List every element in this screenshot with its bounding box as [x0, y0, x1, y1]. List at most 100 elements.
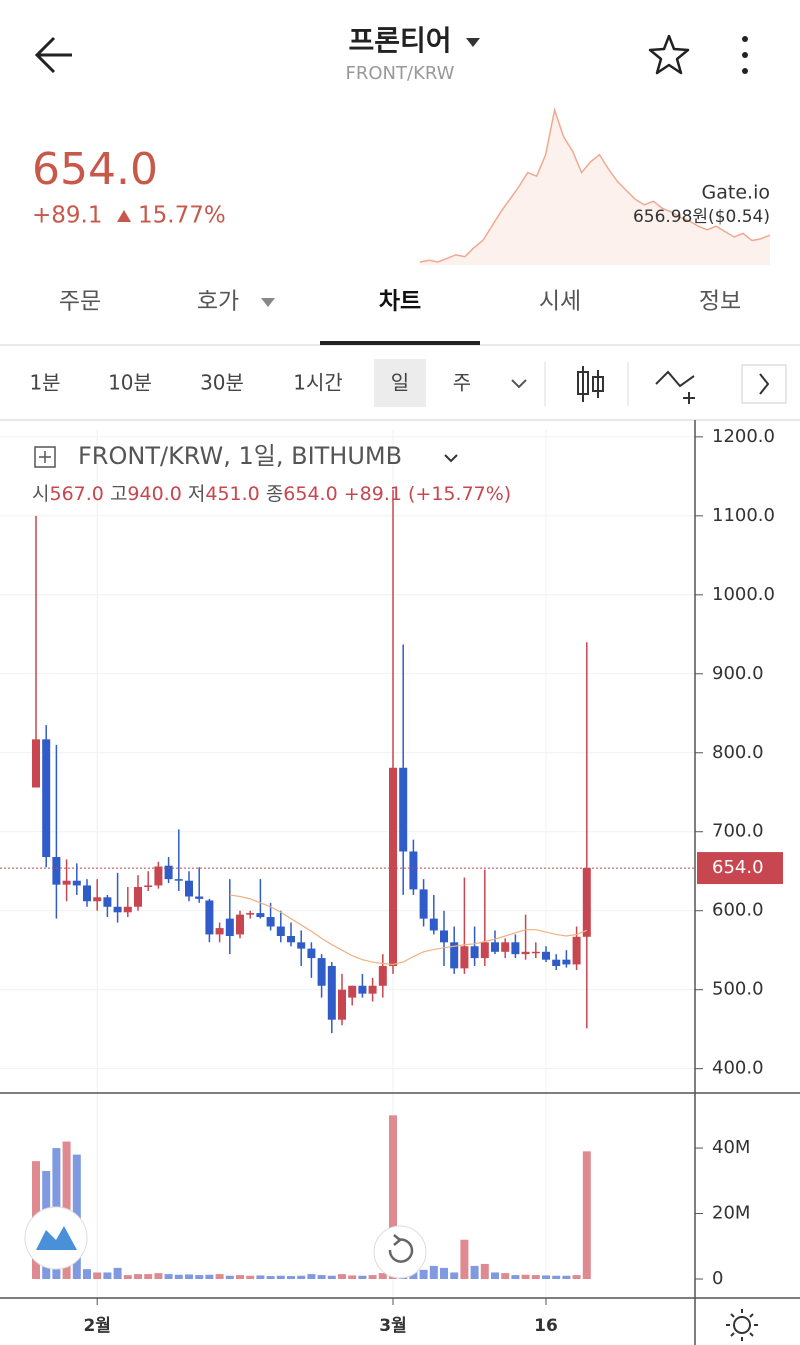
last-price-label: 654.0 — [712, 857, 764, 878]
interval[interactable]: 1분 — [29, 371, 60, 395]
candle-body — [348, 985, 357, 998]
indicator-button[interactable] — [655, 370, 695, 404]
interval[interactable]: 1시간 — [293, 371, 343, 395]
candle-body — [552, 959, 561, 967]
volume-bar — [256, 1275, 265, 1280]
y2-tick-label: 40M — [712, 1137, 750, 1158]
candle-body — [266, 917, 275, 927]
scroll-right[interactable] — [741, 364, 787, 404]
candle-body — [195, 896, 204, 899]
interval[interactable]: 일 — [391, 371, 409, 395]
candle-body — [470, 946, 479, 959]
tab[interactable]: 주문 — [59, 289, 101, 315]
y-tick-label: 600.0 — [712, 900, 764, 921]
volume-bar — [552, 1275, 561, 1280]
candle-body — [327, 966, 336, 1020]
candle-body — [144, 885, 153, 888]
tab[interactable]: 시세 — [539, 289, 581, 315]
y2-tick-label: 0 — [712, 1268, 723, 1289]
volume-bar — [185, 1274, 193, 1280]
interval[interactable]: 주 — [453, 371, 471, 395]
low-value: 451.0 — [205, 483, 259, 505]
chart-title-dropdown[interactable] — [444, 454, 458, 463]
candle-body — [225, 918, 234, 936]
low-label: 저 — [188, 483, 205, 505]
settings-button[interactable] — [726, 1309, 758, 1341]
tab[interactable]: 호가 — [197, 289, 239, 315]
y-tick-label: 1200.0 — [712, 426, 775, 447]
candle-body — [460, 946, 469, 969]
candle-body — [307, 948, 316, 959]
candle-body — [450, 942, 459, 969]
chart-type-button[interactable] — [577, 366, 604, 402]
volume-bar — [562, 1275, 571, 1280]
logo-button[interactable] — [24, 1206, 88, 1270]
volume-bar — [348, 1275, 357, 1280]
candle-body — [123, 906, 132, 913]
tab[interactable]: 정보 — [699, 289, 741, 315]
open-value: 567.0 — [49, 483, 103, 505]
volume-bar — [307, 1274, 316, 1280]
volume-bar — [521, 1274, 530, 1280]
exchange-price: 656.98원($0.54) — [633, 207, 770, 227]
change-value: +89.1 (+15.77%) — [344, 483, 511, 505]
volume-bar — [480, 1263, 489, 1280]
title-dropdown[interactable] — [466, 38, 480, 47]
volume-bar — [236, 1275, 244, 1280]
candle-body — [521, 951, 530, 955]
tab-dropdown — [261, 298, 275, 307]
volume-bar — [287, 1276, 295, 1280]
volume-bar — [338, 1274, 346, 1280]
candle-body — [542, 951, 550, 960]
sparkline — [419, 107, 771, 265]
ohlc-legend: 시567.0 고940.0 저451.0 종654.0 +89.1 (+15.7… — [32, 483, 511, 505]
interval[interactable]: 30분 — [200, 371, 244, 395]
volume-bar — [205, 1274, 214, 1280]
volume-bar — [460, 1239, 469, 1280]
volume-bar — [134, 1274, 142, 1280]
volume-bar — [572, 1275, 581, 1280]
candle-body — [113, 906, 122, 913]
tab[interactable]: 차트 — [379, 289, 421, 315]
volume-bar — [225, 1275, 234, 1280]
x-tick-label: 16 — [534, 1316, 558, 1336]
favorite-button[interactable] — [648, 34, 690, 75]
volume-bar — [501, 1273, 510, 1280]
volume-bar — [93, 1272, 102, 1280]
volume-bar — [358, 1275, 367, 1280]
add-symbol[interactable] — [34, 446, 56, 468]
volume-bar — [215, 1274, 224, 1280]
active-interval-bg — [374, 359, 426, 407]
exchange[interactable]: Gate.io — [702, 182, 770, 204]
candle-body — [378, 966, 387, 986]
candle-body — [42, 739, 51, 858]
volume-bar — [378, 1273, 387, 1280]
volume-bar — [419, 1269, 428, 1280]
more-button[interactable] — [742, 36, 748, 74]
chart-title[interactable]: FRONT/KRW, 1일, BITHUMB — [78, 442, 402, 470]
candle-body — [83, 885, 91, 902]
open-label: 시 — [32, 483, 49, 505]
volume-bar — [511, 1275, 520, 1280]
high-label: 고 — [110, 483, 127, 505]
volume-bar — [531, 1275, 540, 1280]
high-value: 940.0 — [127, 483, 181, 505]
interval[interactable]: 10분 — [108, 371, 152, 395]
back-button[interactable] — [34, 36, 72, 74]
y-tick-label: 1100.0 — [712, 505, 775, 526]
title[interactable]: 프론티어 — [348, 24, 451, 57]
candle-body — [205, 900, 214, 935]
y-tick-label: 900.0 — [712, 663, 764, 684]
interval-more[interactable] — [511, 379, 527, 389]
price: 654.0 — [32, 144, 158, 195]
y2-tick-label: 20M — [712, 1203, 750, 1224]
candle-body — [399, 767, 408, 852]
volume-bar — [491, 1272, 499, 1280]
candle-body — [389, 767, 397, 967]
candle-body — [317, 958, 326, 986]
reset-button[interactable] — [373, 1225, 427, 1279]
volume-bar — [246, 1275, 255, 1280]
interval-bar: 1분 10분 30분 1시간 일 주 — [29, 371, 471, 395]
sparkline-line — [419, 107, 771, 263]
